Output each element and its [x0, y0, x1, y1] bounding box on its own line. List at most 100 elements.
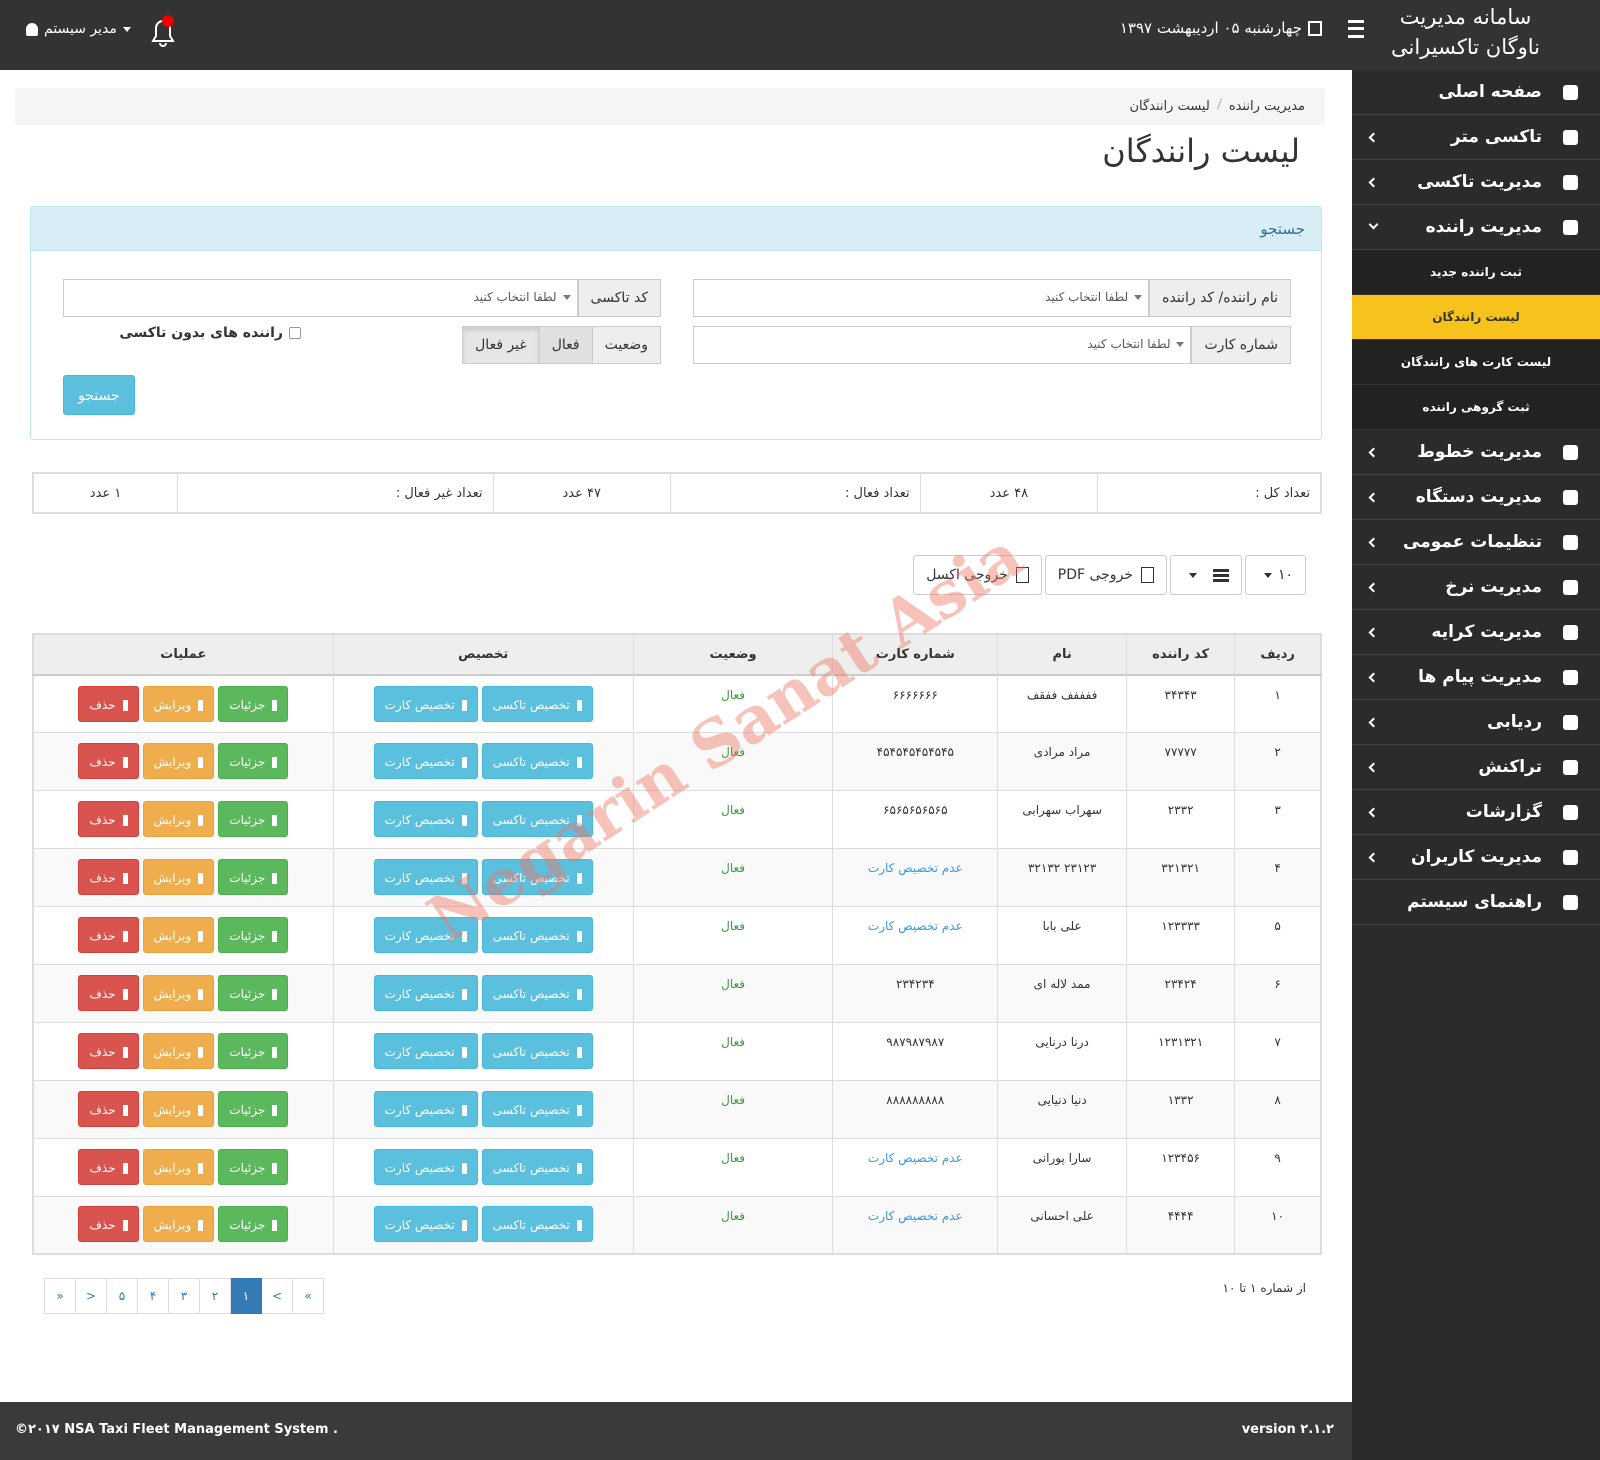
details-button[interactable]: جزئیات	[218, 685, 289, 722]
assign-taxi-button[interactable]: تخصیص تاکسی	[481, 1206, 593, 1243]
details-button[interactable]: جزئیات	[218, 1148, 289, 1185]
delete-button[interactable]: حذف	[78, 1148, 139, 1185]
delete-button[interactable]: حذف	[78, 1032, 139, 1069]
excel-export-button[interactable]: خروجی اکسل	[913, 555, 1042, 595]
notification-bell[interactable]	[148, 14, 178, 48]
assign-card-button[interactable]: تخصیص کارت	[373, 801, 478, 838]
assign-taxi-button[interactable]: تخصیص تاکسی	[481, 974, 593, 1011]
edit-button[interactable]: ویرایش	[142, 974, 215, 1011]
search-button[interactable]: جستجو	[63, 375, 135, 415]
assign-taxi-button[interactable]: تخصیص تاکسی	[481, 743, 593, 780]
menu-item[interactable]: مدیریت دستگاه	[1352, 475, 1600, 520]
assign-taxi-button[interactable]: تخصیص تاکسی	[481, 1090, 593, 1127]
details-button[interactable]: جزئیات	[218, 859, 289, 896]
details-button[interactable]: جزئیات	[218, 1032, 289, 1069]
select[interactable]: لطفا انتخاب کنید	[693, 279, 1150, 317]
menu-item[interactable]: تاکسی متر	[1352, 115, 1600, 160]
cell[interactable]: عدم تخصیص کارت	[832, 906, 999, 965]
assign-card-button[interactable]: تخصیص کارت	[373, 917, 478, 953]
edit-button[interactable]: ویرایش	[142, 1206, 215, 1243]
page-size-button[interactable]: ۱۰	[1244, 555, 1306, 595]
cell[interactable]: عدم تخصیص کارت	[832, 848, 999, 908]
status-option[interactable]: غیر فعال	[462, 326, 540, 364]
edit-button[interactable]: ویرایش	[142, 1032, 215, 1069]
page-link[interactable]: »	[292, 1278, 324, 1314]
breadcrumb-item[interactable]: مدیریت راننده	[1228, 99, 1305, 114]
menu-item[interactable]: مدیریت پیام ها	[1352, 655, 1600, 700]
status-option[interactable]: فعال	[538, 326, 593, 364]
assign-card-button[interactable]: تخصیص کارت	[373, 1032, 478, 1069]
menu-item[interactable]: راهنمای سیستم	[1352, 880, 1600, 925]
menu-item[interactable]: ردیابی	[1352, 700, 1600, 745]
submenu-item[interactable]: لیست رانندگان	[1352, 295, 1600, 340]
edit-button[interactable]: ویرایش	[142, 743, 215, 780]
column-header: تخصیص	[332, 633, 634, 676]
assign-taxi-button[interactable]: تخصیص تاکسی	[481, 801, 593, 838]
edit-button[interactable]: ویرایش	[142, 1090, 215, 1127]
checkbox[interactable]	[289, 327, 301, 339]
assign-card-button[interactable]: تخصیص کارت	[373, 1148, 478, 1185]
menu-item[interactable]: گزارشات	[1352, 790, 1600, 835]
page-link[interactable]: >	[261, 1278, 293, 1314]
edit-button[interactable]: ویرایش	[142, 801, 215, 838]
details-button[interactable]: جزئیات	[218, 917, 289, 953]
menu-item[interactable]: مدیریت نرخ	[1352, 565, 1600, 610]
delete-button[interactable]: حذف	[78, 1206, 139, 1243]
menu-item[interactable]: صفحه اصلی	[1352, 70, 1600, 115]
edit-button[interactable]: ویرایش	[142, 859, 215, 896]
delete-button[interactable]: حذف	[78, 917, 139, 953]
select[interactable]: لطفا انتخاب کنید	[63, 279, 578, 317]
menu-item[interactable]: مدیریت کرایه	[1352, 610, 1600, 655]
columns-button[interactable]	[1169, 555, 1242, 595]
menu-item[interactable]: مدیریت تاکسی	[1352, 160, 1600, 205]
cell[interactable]: عدم تخصیص کارت	[832, 1137, 999, 1197]
menu-item[interactable]: تنظیمات عمومی	[1352, 520, 1600, 565]
no-taxi-option[interactable]: راننده های بدون تاکسی	[119, 325, 301, 341]
pdf-export-button[interactable]: خروجی PDF	[1044, 555, 1167, 595]
assign-card-button[interactable]: تخصیص کارت	[373, 859, 478, 896]
edit-button[interactable]: ویرایش	[142, 917, 215, 953]
assign-card-button[interactable]: تخصیص کارت	[373, 743, 478, 780]
details-button[interactable]: جزئیات	[218, 1090, 289, 1127]
details-button[interactable]: جزئیات	[218, 743, 289, 780]
submenu-item[interactable]: ثبت راننده جدید	[1352, 250, 1600, 295]
menu-item[interactable]: مدیریت کاربران	[1352, 835, 1600, 880]
details-button[interactable]: جزئیات	[218, 801, 289, 838]
delete-button[interactable]: حذف	[78, 974, 139, 1011]
assign-card-button[interactable]: تخصیص کارت	[373, 1206, 478, 1243]
assign-taxi-button[interactable]: تخصیص تاکسی	[481, 685, 593, 722]
delete-button[interactable]: حذف	[78, 1090, 139, 1127]
assign-card-button[interactable]: تخصیص کارت	[373, 685, 478, 722]
submenu-item[interactable]: ثبت گروهی راننده	[1352, 385, 1600, 430]
page-link[interactable]: ۴	[137, 1278, 169, 1314]
submenu-item[interactable]: لیست کارت های رانندگان	[1352, 340, 1600, 385]
page-link[interactable]: ۵	[106, 1278, 138, 1314]
menu-toggle[interactable]	[1348, 20, 1364, 38]
delete-button[interactable]: حذف	[78, 859, 139, 896]
details-button[interactable]: جزئیات	[218, 1206, 289, 1243]
button-icon	[461, 757, 467, 769]
page-link[interactable]: ۱	[230, 1278, 262, 1314]
assign-taxi-button[interactable]: تخصیص تاکسی	[481, 1148, 593, 1185]
assign-taxi-button[interactable]: تخصیص تاکسی	[481, 859, 593, 896]
delete-button[interactable]: حذف	[78, 743, 139, 780]
select[interactable]: لطفا انتخاب کنید	[693, 326, 1192, 364]
menu-item[interactable]: مدیریت راننده	[1352, 205, 1600, 250]
edit-button[interactable]: ویرایش	[142, 1148, 215, 1185]
page-link[interactable]: ۲	[199, 1278, 231, 1314]
menu-item[interactable]: مدیریت خطوط	[1352, 430, 1600, 475]
page-link[interactable]: <	[75, 1278, 107, 1314]
delete-button[interactable]: حذف	[78, 685, 139, 722]
edit-button[interactable]: ویرایش	[142, 685, 215, 722]
assign-card-button[interactable]: تخصیص کارت	[373, 974, 478, 1011]
assign-taxi-button[interactable]: تخصیص تاکسی	[481, 1032, 593, 1069]
user-menu[interactable]: مدیر سیستم	[26, 21, 137, 37]
page-link[interactable]: ۳	[168, 1278, 200, 1314]
cell[interactable]: عدم تخصیص کارت	[832, 1195, 999, 1255]
details-button[interactable]: جزئیات	[218, 974, 289, 1011]
menu-item[interactable]: تراکنش	[1352, 745, 1600, 790]
assign-card-button[interactable]: تخصیص کارت	[373, 1090, 478, 1127]
page-link[interactable]: «	[44, 1278, 76, 1314]
delete-button[interactable]: حذف	[78, 801, 139, 838]
assign-taxi-button[interactable]: تخصیص تاکسی	[481, 917, 593, 953]
